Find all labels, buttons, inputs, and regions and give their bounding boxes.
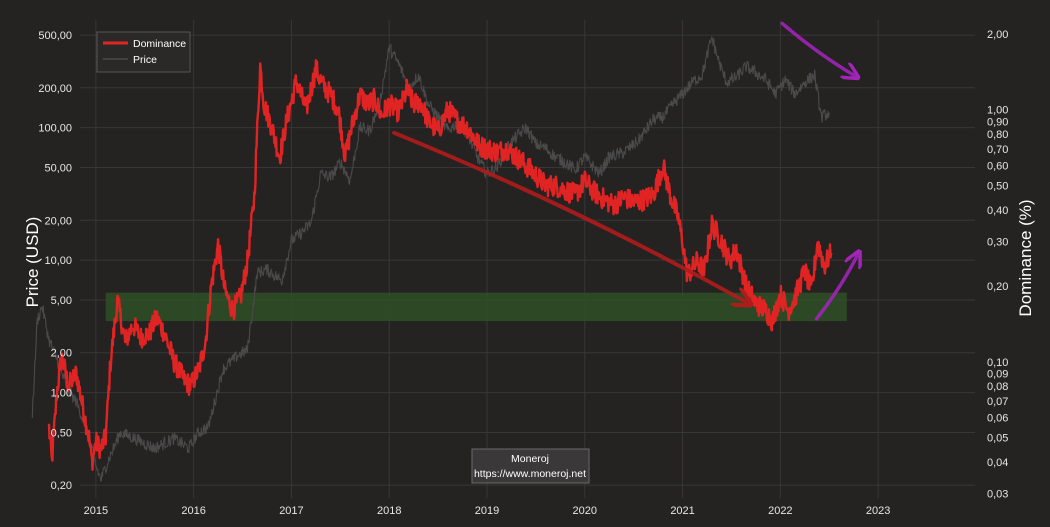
y-left-tick-label: 50,00 xyxy=(44,163,72,175)
y-right-tick-label: 0,90 xyxy=(987,116,1008,128)
x-tick-label: 2020 xyxy=(573,505,597,517)
y-left-tick-label: 10,00 xyxy=(44,255,72,267)
trend-arrow-red xyxy=(392,130,749,304)
legend: Dominance Price xyxy=(96,31,191,73)
y-left-tick-label: 0,20 xyxy=(51,480,72,492)
y-right-tick-label: 0,10 xyxy=(987,357,1008,369)
x-tick-label: 2021 xyxy=(670,505,694,517)
y-left-axis-ticks: 500,00 200,00 100,00 50,00 20,00 10,00 5,00 2,0… xyxy=(38,30,72,492)
y-right-tick-label: 0,05 xyxy=(987,433,1008,445)
y-right-tick-label: 0,30 xyxy=(987,237,1008,249)
watermark: Moneroj https://www.moneroj.net xyxy=(471,448,590,484)
y-right-tick-label: 2,00 xyxy=(987,29,1008,41)
y-left-tick-label: 500,00 xyxy=(38,30,72,42)
x-tick-label: 2022 xyxy=(768,505,792,517)
y-right-tick-label: 0,04 xyxy=(987,457,1008,469)
watermark-title: Moneroj xyxy=(511,453,549,465)
legend-dominance-label: Dominance xyxy=(133,38,186,50)
price-series-layer xyxy=(31,36,830,482)
y-right-tick-label: 0,70 xyxy=(987,144,1008,156)
y-right-axis-title: Dominance (%) xyxy=(1016,199,1035,316)
y-left-tick-label: 100,00 xyxy=(38,123,72,135)
y-left-tick-label: 0,50 xyxy=(51,427,72,439)
y-right-tick-label: 0,60 xyxy=(987,161,1008,173)
y-right-tick-label: 0,07 xyxy=(987,396,1008,408)
dominance-series-line xyxy=(47,59,833,471)
y-right-tick-label: 0,06 xyxy=(987,413,1008,425)
legend-box xyxy=(96,31,191,73)
y-right-tick-label: 0,50 xyxy=(987,181,1008,193)
y-right-tick-label: 0,20 xyxy=(987,281,1008,293)
watermark-box xyxy=(471,448,590,484)
x-axis-ticks: 2015 2016 2017 2018 2019 2020 2021 2022 2023 xyxy=(84,505,891,517)
grid-layer xyxy=(80,20,975,498)
x-tick-label: 2017 xyxy=(279,505,303,517)
y-right-tick-label: 0,80 xyxy=(987,129,1008,141)
x-tick-label: 2018 xyxy=(377,505,401,517)
x-tick-label: 2019 xyxy=(475,505,499,517)
legend-price-label: Price xyxy=(133,54,157,66)
y-left-tick-label: 5,00 xyxy=(51,295,72,307)
y-right-tick-label: 0,40 xyxy=(987,205,1008,217)
y-right-tick-label: 0,03 xyxy=(987,489,1008,501)
y-left-tick-label: 1,00 xyxy=(51,388,72,400)
y-right-axis-ticks: 2,00 1,000,900,80 0,70 0,60 0,50 0,40 0,30 0,20… xyxy=(987,29,1008,501)
dominance-series-layer xyxy=(47,59,833,471)
annotation-arrow-layer xyxy=(392,21,859,321)
x-tick-label: 2016 xyxy=(181,505,205,517)
watermark-url: https://www.moneroj.net xyxy=(474,468,586,480)
price-series-line xyxy=(31,36,830,482)
trend-arrow-purple xyxy=(814,253,859,321)
x-tick-label: 2023 xyxy=(866,505,890,517)
y-left-tick-label: 200,00 xyxy=(38,83,72,95)
y-left-tick-label: 2,00 xyxy=(51,348,72,360)
trend-arrow-purple xyxy=(780,21,856,76)
y-left-axis-title: Price (USD) xyxy=(23,217,42,308)
x-tick-label: 2015 xyxy=(84,505,108,517)
y-right-tick-label: 0,09 xyxy=(987,368,1008,380)
y-right-tick-label: 0,08 xyxy=(987,381,1008,393)
y-right-tick-label: 1,00 xyxy=(987,105,1008,117)
y-left-tick-label: 20,00 xyxy=(44,215,72,227)
